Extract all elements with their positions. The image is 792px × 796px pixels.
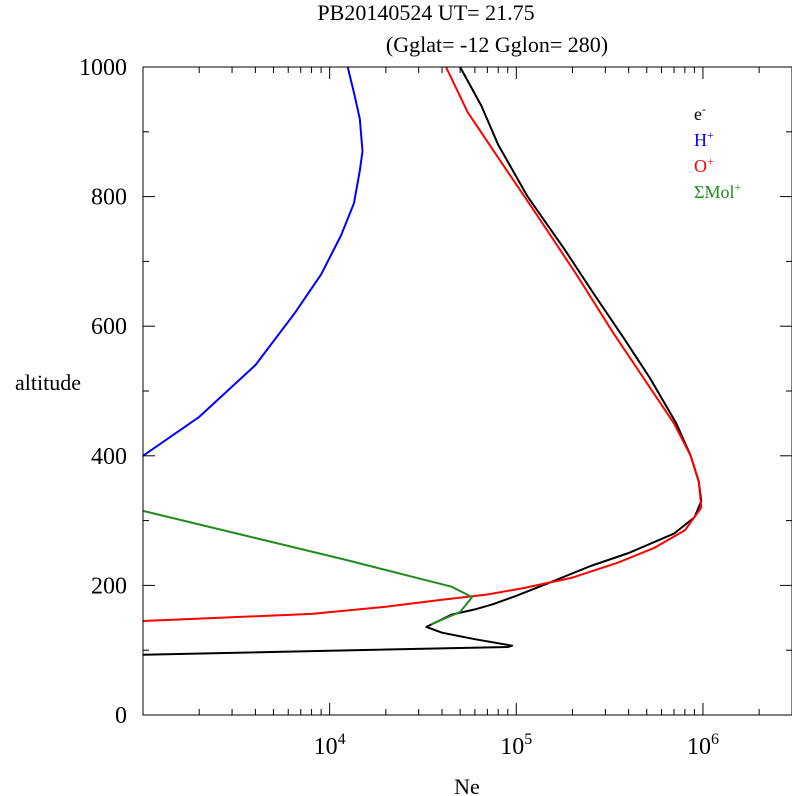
chart-title: PB20140524 UT= 21.75 (317, 0, 534, 25)
legend: e- H+ O+ ΣMol+ (694, 102, 741, 202)
y-tick-label: 800 (91, 185, 127, 211)
x-tick-labels: 104 105 106 (314, 731, 719, 760)
y-tick-label: 0 (115, 703, 127, 729)
y-tick-label: 1000 (79, 55, 127, 81)
y-tick-label: 200 (91, 573, 127, 599)
tick-layer (142, 66, 792, 716)
y-tick-labels: 0 200 400 600 800 1000 (79, 55, 127, 729)
series-layer (142, 66, 703, 656)
legend-entry-3: ΣMol+ (694, 180, 741, 202)
chart-subtitle: (Gglat= -12 Gglon= 280) (386, 32, 608, 57)
x-tick-label: 104 (314, 731, 346, 760)
y-axis-label: altitude (15, 370, 81, 395)
series-line-3 (142, 509, 474, 626)
series-line-1 (142, 66, 364, 457)
y-tick-label: 600 (91, 314, 127, 340)
legend-entry-0: e- (694, 102, 706, 124)
x-axis-label: Ne (454, 774, 480, 796)
legend-entry-1: H+ (694, 128, 714, 150)
x-tick-label: 106 (687, 731, 719, 760)
plot-area (142, 66, 792, 716)
series-line-0 (142, 66, 703, 656)
x-tick-label: 105 (500, 731, 532, 760)
legend-entry-2: O+ (694, 154, 714, 176)
y-tick-label: 400 (91, 444, 127, 470)
series-line-2 (142, 66, 703, 622)
